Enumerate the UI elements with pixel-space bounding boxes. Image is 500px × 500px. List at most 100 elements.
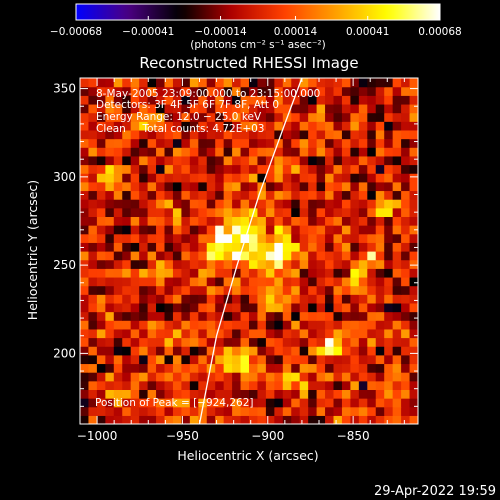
heatmap-cell [206,207,216,217]
heatmap-cell [392,207,402,217]
heatmap-cell [392,225,402,235]
heatmap-cell [375,242,385,252]
heatmap-cell [384,190,394,200]
heatmap-cell [172,389,182,399]
heatmap-cell [223,216,233,226]
heatmap-cell [274,95,284,105]
heatmap-cell [257,86,267,96]
heatmap-cell [325,112,335,122]
heatmap-cell [375,389,385,399]
heatmap-cell [198,103,208,114]
heatmap-cell [215,173,225,183]
heatmap-cell [215,216,225,226]
heatmap-cell [341,398,351,408]
heatmap-cell [265,285,275,295]
heatmap-cell [156,398,166,408]
heatmap-cell [122,285,132,295]
heatmap-cell [341,294,351,304]
heatmap-cell [164,164,174,174]
heatmap-cell [265,354,275,365]
heatmap-cell [139,363,149,373]
heatmap-cell [130,346,140,356]
heatmap-cell [206,276,216,287]
heatmap-cell [341,225,351,235]
heatmap-cell [139,173,149,183]
heatmap-cell [341,389,351,399]
heatmap-cell [401,337,411,347]
heatmap-cell [156,415,166,424]
heatmap-cell [189,302,199,313]
heatmap-cell [358,372,368,382]
heatmap-cell [325,328,335,339]
heatmap-cell [122,225,132,235]
heatmap-cell [274,155,284,166]
heatmap-cell [113,354,123,365]
heatmap-cell [367,78,377,88]
heatmap-cell [232,78,242,88]
heatmap-cell [384,164,394,174]
heatmap-cell [215,302,225,313]
heatmap-cell [172,415,182,424]
heatmap-cell [206,138,216,148]
heatmap-cell [341,251,351,261]
heatmap-cell [130,207,140,217]
heatmap-cell [156,190,166,200]
heatmap-cell [350,320,360,330]
heatmap-cell [223,207,233,217]
heatmap-cell [358,121,368,131]
heatmap-cell [299,216,309,226]
heatmap-cell [147,225,157,235]
heatmap-cell [358,337,368,347]
heatmap-cell [341,95,351,105]
heatmap-cell [265,207,275,217]
heatmap-cell [282,147,292,157]
heatmap-cell [181,112,191,122]
heatmap-cell [333,199,343,209]
heatmap-cell [333,216,343,226]
colorbar-tick-label: 0.00068 [418,26,461,38]
heatmap-cell [147,147,157,157]
heatmap-cell [375,398,385,408]
heatmap-cell [206,372,216,382]
heatmap-cell [274,302,284,313]
heatmap-cell [401,346,411,356]
heatmap-cell [96,372,106,382]
heatmap-cell [223,259,233,269]
chart-title: Reconstructed RHESSI Image [139,54,358,72]
heatmap-cell [350,372,360,382]
heatmap-cell [122,78,132,88]
heatmap-cell [147,181,157,192]
heatmap-cell [375,95,385,105]
heatmap-cell [257,190,267,200]
heatmap-cell [350,302,360,313]
heatmap-cell [409,285,418,295]
heatmap-cell [223,190,233,200]
heatmap-cell [113,207,123,217]
heatmap-cell [384,363,394,373]
heatmap-cell [113,398,123,408]
heatmap-cell [88,207,98,217]
heatmap-cell [206,242,216,252]
heatmap-cell [341,328,351,339]
heatmap-cell [265,363,275,373]
heatmap-cell [316,164,326,174]
heatmap-cell [316,199,326,209]
heatmap-cell [367,181,377,192]
heatmap-cell [308,320,318,330]
heatmap-cell [96,138,106,148]
heatmap-cell [130,190,140,200]
heatmap-cell [147,415,157,424]
heatmap-cell [113,311,123,321]
heatmap-cell [223,138,233,148]
heatmap-cell [291,207,301,217]
heatmap-cell [257,112,267,122]
heatmap-cell [367,276,377,287]
heatmap-cell [274,311,284,321]
heatmap-cell [341,103,351,114]
heatmap-cell [139,380,149,390]
heatmap-cell [265,398,275,408]
heatmap-cell [274,112,284,122]
heatmap-cell [105,328,115,339]
heatmap-cell [206,103,216,114]
